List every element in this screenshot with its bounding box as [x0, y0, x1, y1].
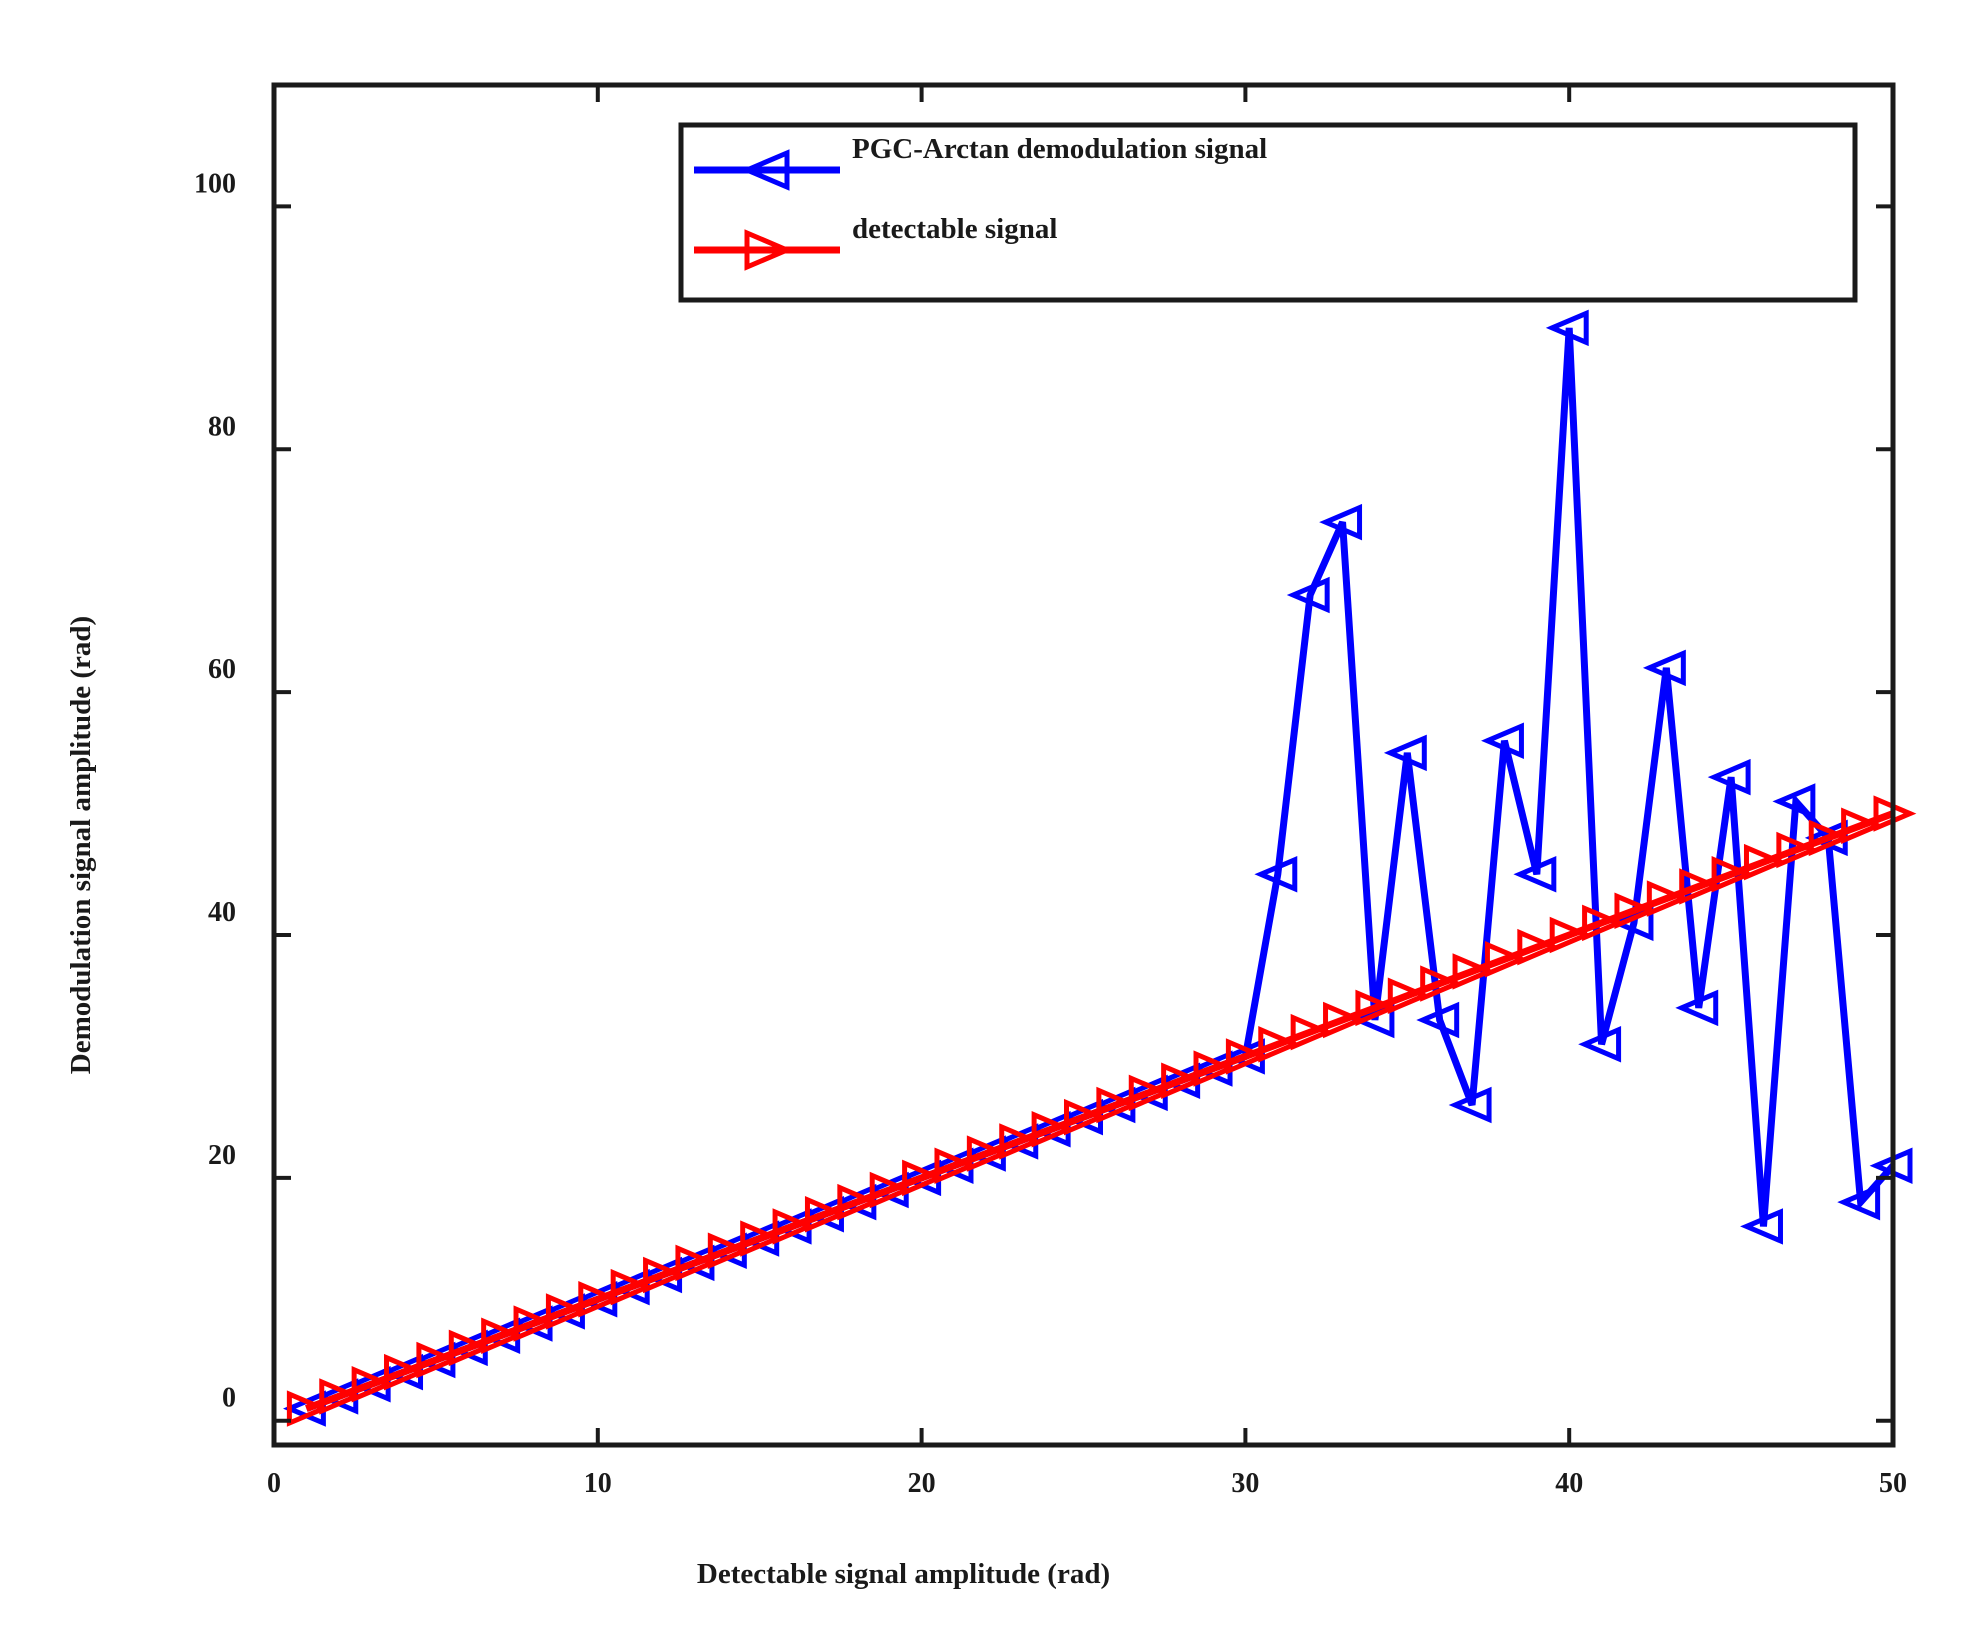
data-point	[1841, 807, 1885, 844]
data-point	[1513, 856, 1557, 893]
y-tick-label: 40	[208, 897, 236, 928]
data-point	[1772, 783, 1816, 820]
data-point	[1323, 1001, 1366, 1039]
data-point	[481, 1317, 525, 1354]
series-layer	[282, 309, 1917, 1427]
data-point	[772, 1208, 816, 1245]
data-point	[578, 1281, 622, 1318]
data-point	[740, 1220, 784, 1257]
x-tick-label: 30	[1231, 1468, 1259, 1499]
data-point	[1258, 1026, 1302, 1063]
y-tick-label: 100	[194, 168, 236, 199]
data-point	[416, 1341, 460, 1379]
x-tick-label: 20	[908, 1468, 936, 1499]
data-point	[384, 1353, 427, 1391]
data-point	[1675, 989, 1719, 1027]
data-point	[1582, 904, 1625, 942]
data-point	[643, 1256, 686, 1294]
data-point	[1642, 649, 1686, 687]
legend-swatch-marker	[740, 149, 790, 191]
data-point	[1193, 1050, 1237, 1087]
y-axis-label: Demodulation signal amplitude (rad)	[65, 616, 97, 1074]
data-point	[1161, 1062, 1205, 1099]
data-point	[999, 1123, 1043, 1160]
data-point	[1096, 1086, 1140, 1124]
x-axis-label: Detectable signal amplitude (rad)	[697, 1558, 1110, 1590]
data-point	[1064, 1098, 1107, 1136]
data-point	[1383, 734, 1427, 772]
legend-item: PGC-Arctan demodulation signal	[694, 133, 1267, 191]
legend-label: PGC-Arctan demodulation signal	[852, 133, 1267, 165]
data-point	[1578, 1026, 1622, 1063]
y-tick-label: 0	[222, 1383, 236, 1414]
data-point	[319, 1378, 363, 1415]
data-point	[1743, 843, 1787, 881]
legend-swatch-marker	[744, 229, 794, 271]
y-tick-label: 60	[208, 654, 236, 685]
y-tick-label: 80	[208, 411, 236, 442]
data-point	[804, 1196, 848, 1233]
data-point	[869, 1171, 913, 1209]
data-point	[1679, 868, 1723, 905]
data-point	[1031, 1111, 1075, 1148]
data-point	[1319, 503, 1363, 541]
data-point	[1740, 1208, 1783, 1245]
legend: PGC-Arctan demodulation signal detectable…	[678, 122, 1858, 303]
data-point	[966, 1135, 1010, 1172]
data-point	[1549, 916, 1593, 954]
data-point	[1711, 856, 1755, 893]
data-point	[1355, 989, 1399, 1027]
data-point	[934, 1147, 978, 1184]
data-point	[1614, 892, 1658, 929]
data-point	[1837, 1183, 1881, 1221]
data-point	[1517, 928, 1561, 966]
data-point	[1452, 953, 1496, 990]
ticks-layer: 0 10 20 30 40 50 0 20 40 60 80 100	[194, 85, 1907, 1499]
data-point	[286, 1390, 330, 1427]
data-point	[1545, 309, 1589, 347]
data-point	[1448, 1086, 1492, 1124]
data-point	[1225, 1038, 1269, 1075]
data-point	[1420, 965, 1464, 1002]
legend-label: detectable signal	[852, 213, 1057, 245]
data-point	[1481, 722, 1524, 759]
data-point	[1286, 576, 1330, 614]
data-point	[1416, 1001, 1460, 1039]
data-point	[1254, 856, 1298, 893]
data-point	[1387, 977, 1431, 1014]
data-point	[1128, 1074, 1172, 1112]
data-point	[675, 1244, 719, 1282]
x-tick-label: 50	[1879, 1468, 1907, 1499]
data-point	[448, 1329, 492, 1367]
data-point	[1290, 1013, 1334, 1051]
data-point	[610, 1268, 654, 1306]
series-2	[286, 795, 1917, 1427]
data-point	[1484, 941, 1528, 978]
data-point	[707, 1232, 751, 1269]
data-point	[513, 1305, 557, 1342]
data-point	[1646, 880, 1690, 917]
data-point	[545, 1293, 589, 1330]
y-tick-label: 20	[208, 1140, 236, 1171]
legend-item: detectable signal	[694, 213, 1057, 271]
plot-frame	[271, 82, 1896, 1448]
data-point	[1808, 819, 1852, 857]
data-point	[351, 1366, 395, 1403]
legend-box	[678, 122, 1858, 303]
data-point	[1707, 758, 1751, 796]
x-tick-label: 10	[584, 1468, 612, 1499]
x-tick-label: 0	[267, 1468, 281, 1499]
data-point	[1776, 831, 1820, 869]
data-point	[902, 1159, 945, 1197]
data-point	[837, 1183, 881, 1221]
x-tick-label: 40	[1555, 1468, 1583, 1499]
